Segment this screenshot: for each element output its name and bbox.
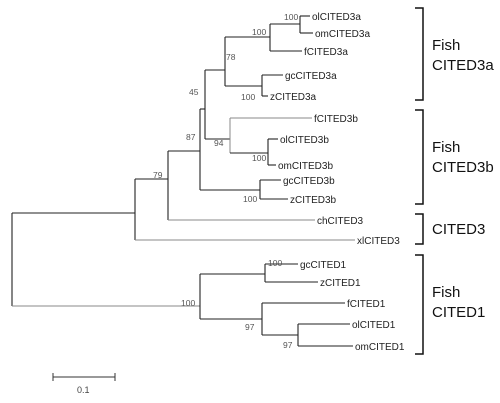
scale-bar: 0.1 xyxy=(52,373,116,395)
bootstrap-value: 87 xyxy=(186,132,196,142)
leaf-gcCITED3a: gcCITED3a xyxy=(285,71,337,82)
leaf-olCITED3b: olCITED3b xyxy=(280,135,329,146)
leaf-fCITED1: fCITED1 xyxy=(347,299,386,310)
bootstrap-value: 100 xyxy=(181,298,195,308)
group-labels: Fish CITED3a Fish CITED3b CITED3 Fish CI… xyxy=(432,37,494,321)
leaf-omCITED3a: omCITED3a xyxy=(315,29,370,40)
group-label-fish-cited1-line2: CITED1 xyxy=(432,304,485,321)
bootstrap-value: 100 xyxy=(252,27,266,37)
leaf-gcCITED1: gcCITED1 xyxy=(300,260,347,271)
leaf-zCITED3a: zCITED3a xyxy=(270,92,317,103)
leaf-olCITED1: olCITED1 xyxy=(352,320,396,331)
leaf-fCITED3a: fCITED3a xyxy=(304,47,348,58)
leaf-omCITED1: omCITED1 xyxy=(355,342,405,353)
leaf-chCITED3: chCITED3 xyxy=(317,216,364,227)
leaf-xlCITED3: xlCITED3 xyxy=(357,236,400,247)
group-label-fish-cited1-line1: Fish xyxy=(432,284,460,301)
bootstrap-value: 100 xyxy=(241,92,255,102)
leaf-labels: olCITED3a omCITED3a fCITED3a gcCITED3a z… xyxy=(270,12,405,353)
bootstrap-value: 97 xyxy=(283,340,293,350)
group-brackets xyxy=(415,7,424,355)
group-label-fish-cited3a-line2: CITED3a xyxy=(432,57,494,74)
leaf-omCITED3b: omCITED3b xyxy=(278,161,333,172)
tree-branches xyxy=(11,15,355,347)
leaf-olCITED3a: olCITED3a xyxy=(312,12,361,23)
group-label-fish-cited3b-line1: Fish xyxy=(432,139,460,156)
bootstrap-value: 79 xyxy=(153,170,163,180)
group-label-fish-cited3a-line1: Fish xyxy=(432,37,460,54)
bracket-fish-cited3a xyxy=(415,7,424,101)
leaf-zCITED3b: zCITED3b xyxy=(290,195,337,206)
bootstrap-value: 100 xyxy=(268,258,282,268)
bracket-fish-cited1 xyxy=(415,254,424,355)
bracket-cited3 xyxy=(415,213,424,245)
bootstrap-value: 78 xyxy=(226,52,236,62)
scale-bar-label: 0.1 xyxy=(77,385,90,395)
bootstrap-value: 94 xyxy=(214,138,224,148)
leaf-gcCITED3b: gcCITED3b xyxy=(283,176,335,187)
group-label-fish-cited3b-line2: CITED3b xyxy=(432,159,494,176)
bootstrap-value: 100 xyxy=(243,194,257,204)
bootstrap-values: 100 100 78 100 45 87 94 100 100 79 100 1… xyxy=(153,12,298,350)
group-label-cited3: CITED3 xyxy=(432,221,485,238)
leaf-fCITED3b: fCITED3b xyxy=(314,114,358,125)
leaf-zCITED1: zCITED1 xyxy=(320,278,361,289)
bootstrap-value: 100 xyxy=(284,12,298,22)
bracket-fish-cited3b xyxy=(415,109,424,205)
bootstrap-value: 100 xyxy=(252,153,266,163)
bootstrap-value: 45 xyxy=(189,87,199,97)
bootstrap-value: 97 xyxy=(245,322,255,332)
